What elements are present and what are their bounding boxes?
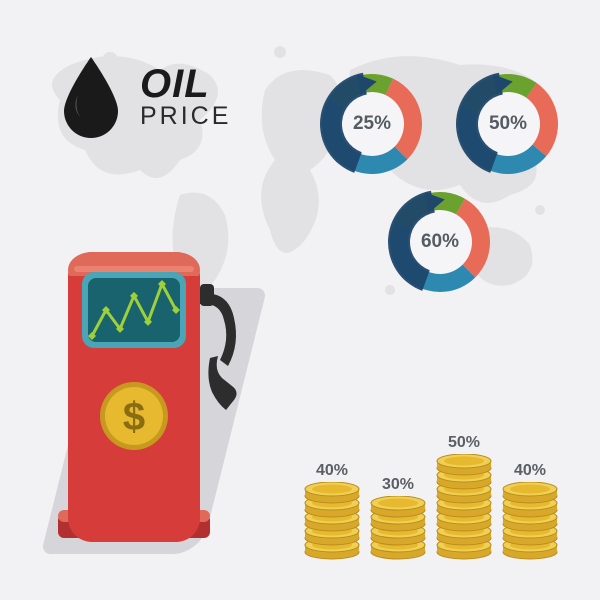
- coin-icon: [304, 504, 360, 518]
- coin-column-label: 40%: [304, 462, 360, 480]
- coin-icon: [370, 504, 426, 518]
- coin-icon: [436, 504, 492, 518]
- donut-25-label: 25%: [353, 113, 391, 135]
- coin-icon: [304, 532, 360, 546]
- coin-icon: [502, 546, 558, 560]
- coin-icon: [502, 490, 558, 504]
- coin-icon: [502, 504, 558, 518]
- coin-bar-chart: 40% 30%: [304, 380, 574, 560]
- donut-60-label: 60%: [421, 231, 459, 253]
- coin-column-label: 40%: [502, 462, 558, 480]
- title-block: OIL PRICE: [140, 65, 231, 129]
- coin-icon: [502, 518, 558, 532]
- donut-group: 25% 50% 60%: [300, 68, 580, 298]
- coin-icon: [304, 490, 360, 504]
- gas-pump-icon: $: [50, 228, 250, 548]
- oil-drop-icon: [58, 55, 124, 139]
- coin-column-label: 50%: [436, 434, 492, 452]
- coin-icon: [502, 532, 558, 546]
- header: OIL PRICE: [58, 55, 231, 139]
- donut-50-label: 50%: [489, 113, 527, 135]
- coin-icon: [436, 546, 492, 560]
- coin-icon: [436, 476, 492, 490]
- dollar-sign: $: [123, 395, 145, 439]
- coin-icon: [436, 462, 492, 476]
- title-line-1: OIL: [140, 65, 231, 103]
- gas-pump: $: [50, 228, 250, 548]
- coin-column-label: 30%: [370, 476, 426, 494]
- coin-icon: [304, 546, 360, 560]
- coin-icon: [370, 518, 426, 532]
- coin-icon: [436, 490, 492, 504]
- coin-icon: [436, 532, 492, 546]
- donut-60: 60%: [384, 186, 496, 298]
- coin-icon: [304, 518, 360, 532]
- title-line-2: PRICE: [140, 105, 231, 129]
- donut-50: 50%: [452, 68, 564, 180]
- coin-icon: [436, 518, 492, 532]
- coin-icon: [370, 532, 426, 546]
- donut-25: 25%: [316, 68, 428, 180]
- coin-icon: [370, 546, 426, 560]
